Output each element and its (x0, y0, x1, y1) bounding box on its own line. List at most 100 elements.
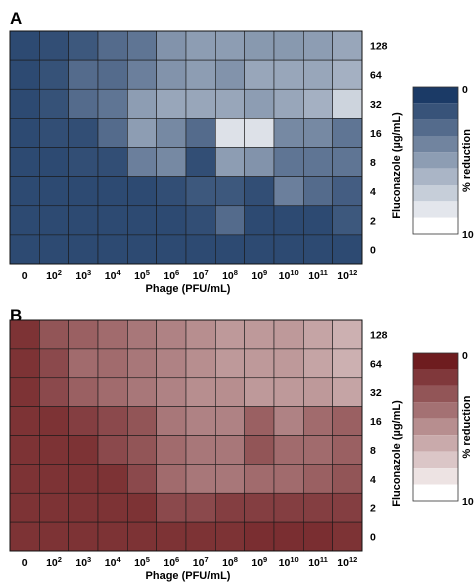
heatmap-cell (156, 435, 187, 465)
heatmap-cell (156, 205, 187, 236)
heatmap-cell (156, 176, 187, 207)
heatmap-cell (303, 464, 333, 494)
y-tick-label: 8 (370, 445, 376, 457)
heatmap-cell (156, 88, 187, 119)
heatmap-cell (215, 492, 245, 523)
colorbar-swatch (413, 353, 458, 370)
x-tick-label: 104 (105, 555, 122, 569)
heatmap-cell (244, 319, 275, 350)
heatmap-cell (97, 147, 128, 177)
heatmap-cell (68, 205, 99, 236)
heatmap-cell (127, 234, 157, 265)
heatmap-cell (39, 521, 69, 552)
x-tick-label: 1011 (308, 555, 328, 569)
heatmap-cell (185, 234, 216, 265)
heatmap-cell (244, 59, 275, 90)
heatmap-cell (127, 464, 157, 494)
heatmap-cell (97, 205, 128, 236)
heatmap-cell (244, 30, 275, 61)
heatmap-cell (97, 30, 128, 61)
heatmap-cell (185, 205, 216, 236)
heatmap-cell (156, 59, 187, 90)
heatmap-cell (332, 464, 363, 494)
heatmap-cell (244, 435, 275, 465)
heatmap-cell (68, 319, 99, 350)
heatmap-cell (68, 118, 99, 148)
heatmap-cell (9, 176, 40, 207)
heatmap-cell (97, 377, 128, 407)
heatmap-cell (303, 30, 333, 61)
heatmap-cell (303, 348, 333, 379)
heatmap-cell (273, 234, 304, 265)
y-tick-label: 4 (370, 474, 376, 486)
heatmap-cell (156, 147, 187, 177)
colorbar-border (412, 86, 459, 235)
heatmap-cell (97, 118, 128, 148)
heatmap-cell (39, 435, 69, 465)
heatmap-cell (215, 30, 245, 61)
heatmap-cell (127, 118, 157, 148)
colorbar-label: % reduction (461, 395, 473, 458)
y-tick-label: 0 (370, 244, 376, 256)
heatmap-cell (303, 406, 333, 436)
heatmap-cell (215, 205, 245, 236)
heatmap-cell (244, 205, 275, 236)
heatmap-cell (156, 492, 187, 523)
heatmap-cell (39, 176, 69, 207)
heatmap-cell (215, 88, 245, 119)
heatmap-cell (273, 348, 304, 379)
x-tick-label: 106 (163, 268, 179, 282)
heatmap-cell (332, 118, 363, 148)
colorbar-max-label: 100 (462, 496, 474, 508)
heatmap-cell (39, 118, 69, 148)
heatmap-cell (332, 521, 363, 552)
x-tick-label: 1012 (337, 268, 357, 282)
heatmap-cell (273, 377, 304, 407)
heatmap-cell (127, 492, 157, 523)
x-tick-label: 1010 (279, 555, 299, 569)
heatmap-cell (156, 30, 187, 61)
heatmap-cell (215, 176, 245, 207)
heatmap-cell (185, 464, 216, 494)
x-tick-label: 102 (46, 268, 62, 282)
heatmap-cell (39, 464, 69, 494)
heatmap-cell (97, 176, 128, 207)
heatmap-cell (39, 377, 69, 407)
heatmap-cell (185, 147, 216, 177)
heatmap-cell (332, 492, 363, 523)
y-tick-label: 0 (370, 532, 376, 544)
colorbar-label: % reduction (461, 129, 473, 192)
heatmap-cell (215, 521, 245, 552)
heatmap-cell (127, 147, 157, 177)
heatmap-cell (185, 435, 216, 465)
colorbar-swatch (413, 451, 458, 469)
colorbar-swatch (413, 435, 458, 452)
colorbar-swatch (413, 136, 458, 153)
heatmap-cell (185, 30, 216, 61)
colorbar-swatch (413, 418, 458, 436)
heatmap-cell (273, 435, 304, 465)
heatmap-cell (273, 521, 304, 552)
colorbar-swatch (413, 369, 458, 386)
y-tick-label: 32 (370, 387, 382, 399)
heatmap-cell (68, 406, 99, 436)
heatmap-cell (127, 435, 157, 465)
heatmap-cell (215, 348, 245, 379)
colorbar-swatch (413, 385, 458, 403)
heatmap-cell (156, 377, 187, 407)
heatmap-cell (244, 147, 275, 177)
heatmap-cell (185, 521, 216, 552)
panel-label: A (10, 9, 22, 28)
heatmap-cell (68, 88, 99, 119)
heatmap-cell (97, 319, 128, 350)
heatmap-cell (68, 30, 99, 61)
x-tick-label: 109 (251, 555, 267, 569)
heatmap-cell (244, 118, 275, 148)
heatmap-cell (127, 521, 157, 552)
heatmap-cell (39, 406, 69, 436)
heatmap-cell (332, 234, 363, 265)
heatmap-cell (244, 464, 275, 494)
heatmap-cell (244, 377, 275, 407)
heatmap-cell (68, 234, 99, 265)
heatmap-cell (273, 205, 304, 236)
